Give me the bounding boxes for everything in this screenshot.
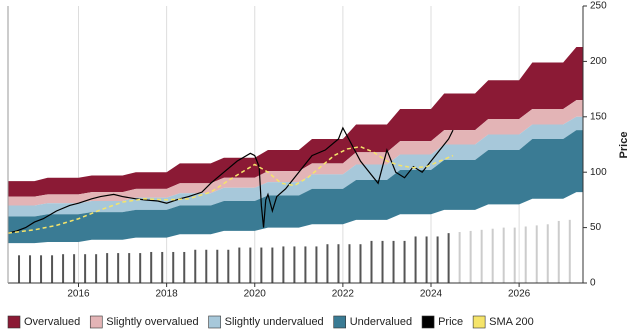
bar: [304, 246, 307, 283]
legend-swatch: [208, 315, 221, 329]
legend-label: Slightly overvalued: [106, 316, 198, 328]
x-tick-label: 2022: [332, 289, 355, 300]
bar: [238, 247, 241, 283]
bar: [106, 253, 109, 283]
bar: [216, 249, 219, 283]
legend-label: Price: [438, 316, 463, 328]
y-tick-label: 150: [590, 111, 607, 122]
y-tick-label: 100: [590, 167, 607, 178]
bar: [40, 255, 43, 283]
bar: [183, 251, 186, 283]
valuation-band: [8, 100, 583, 206]
bar: [84, 254, 87, 283]
bar: [546, 224, 549, 283]
x-tick-label: 2020: [244, 289, 267, 300]
bar: [95, 254, 98, 283]
y-tick-label: 200: [590, 56, 607, 67]
legend-swatch: [421, 315, 435, 329]
bar: [161, 251, 164, 283]
price-line: [7, 126, 454, 234]
bar: [513, 227, 516, 283]
bar: [18, 255, 21, 283]
bar: [568, 219, 571, 283]
bar: [62, 254, 65, 283]
bar: [139, 253, 142, 283]
bar: [293, 246, 296, 283]
y-axis-label: Price: [618, 132, 630, 159]
legend-swatch: [472, 315, 486, 329]
valuation-band: [8, 130, 583, 244]
bar: [337, 244, 340, 283]
bar: [315, 246, 318, 283]
bar: [524, 226, 527, 283]
legend-swatch: [7, 315, 21, 329]
legend-label: Undervalued: [350, 316, 412, 328]
legend-label: SMA 200: [489, 316, 534, 328]
bar: [326, 244, 329, 283]
bar: [128, 253, 131, 283]
x-tick-label: 2026: [508, 289, 531, 300]
bar: [491, 228, 494, 283]
bar: [447, 233, 450, 283]
bar: [194, 249, 197, 283]
legend-swatch: [89, 315, 103, 329]
y-tick-label: 50: [590, 222, 602, 233]
bar: [205, 249, 208, 283]
bar: [403, 240, 406, 283]
bar: [436, 236, 439, 283]
bar: [425, 236, 428, 283]
bar: [370, 240, 373, 283]
x-tick-label: 2018: [155, 289, 178, 300]
bar: [282, 246, 285, 283]
bar: [172, 251, 175, 283]
bar: [535, 225, 538, 283]
bar: [502, 227, 505, 283]
legend: Overvalued Slightly overvalued Slightly un…: [7, 315, 534, 329]
valuation-band: [8, 46, 583, 197]
bar: [227, 249, 230, 283]
x-tick-label: 2016: [67, 289, 90, 300]
legend-label: Overvalued: [24, 316, 80, 328]
bar: [117, 253, 120, 283]
y-tick-label: 250: [590, 1, 607, 12]
bar: [73, 254, 76, 283]
bar: [414, 236, 417, 283]
bar: [359, 244, 362, 283]
x-tick-label: 2024: [420, 289, 443, 300]
bar: [150, 251, 153, 283]
legend-swatch: [333, 315, 346, 329]
bar: [381, 240, 384, 283]
bar: [480, 229, 483, 283]
bar: [557, 220, 560, 283]
bar: [458, 232, 461, 283]
bar: [260, 247, 263, 283]
bar: [469, 230, 472, 283]
bar: [348, 244, 351, 283]
bar: [29, 255, 32, 283]
bar: [249, 247, 252, 283]
bar: [51, 255, 54, 283]
bar: [392, 240, 395, 283]
legend-label: Slightly undervalued: [225, 316, 324, 328]
y-tick-label: 0: [590, 278, 596, 289]
bar: [271, 247, 274, 283]
